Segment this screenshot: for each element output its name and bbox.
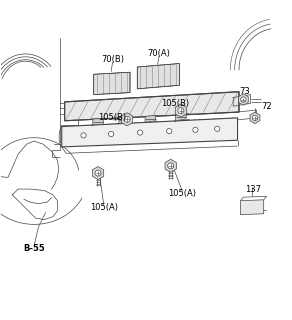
Polygon shape	[239, 94, 248, 105]
Text: 105(A): 105(A)	[90, 204, 118, 212]
Text: 105(B): 105(B)	[161, 99, 189, 108]
Polygon shape	[121, 113, 133, 126]
Text: 70(B): 70(B)	[101, 55, 124, 64]
Polygon shape	[165, 159, 176, 172]
Circle shape	[81, 133, 86, 138]
Polygon shape	[119, 117, 129, 124]
Polygon shape	[92, 167, 104, 180]
Text: 105(A): 105(A)	[168, 189, 196, 198]
Circle shape	[193, 127, 198, 132]
Circle shape	[109, 132, 114, 137]
Polygon shape	[94, 72, 130, 95]
Circle shape	[124, 116, 130, 122]
Text: 137: 137	[246, 185, 262, 194]
Circle shape	[252, 115, 258, 121]
Polygon shape	[240, 200, 264, 215]
Text: 105(B): 105(B)	[98, 113, 127, 122]
Polygon shape	[175, 104, 187, 117]
Circle shape	[95, 170, 101, 176]
Circle shape	[167, 129, 172, 134]
Polygon shape	[145, 115, 156, 122]
Polygon shape	[137, 63, 179, 89]
Circle shape	[215, 126, 220, 132]
Circle shape	[241, 97, 246, 102]
Polygon shape	[62, 118, 238, 147]
Polygon shape	[250, 112, 260, 124]
Polygon shape	[176, 113, 186, 121]
Text: 72: 72	[261, 102, 272, 111]
Text: 70(A): 70(A)	[148, 49, 171, 59]
Text: 73: 73	[239, 87, 250, 96]
Circle shape	[138, 130, 143, 135]
Polygon shape	[65, 92, 239, 121]
Circle shape	[178, 108, 184, 114]
Circle shape	[168, 163, 174, 169]
Polygon shape	[93, 118, 103, 125]
Text: B-55: B-55	[23, 244, 45, 253]
